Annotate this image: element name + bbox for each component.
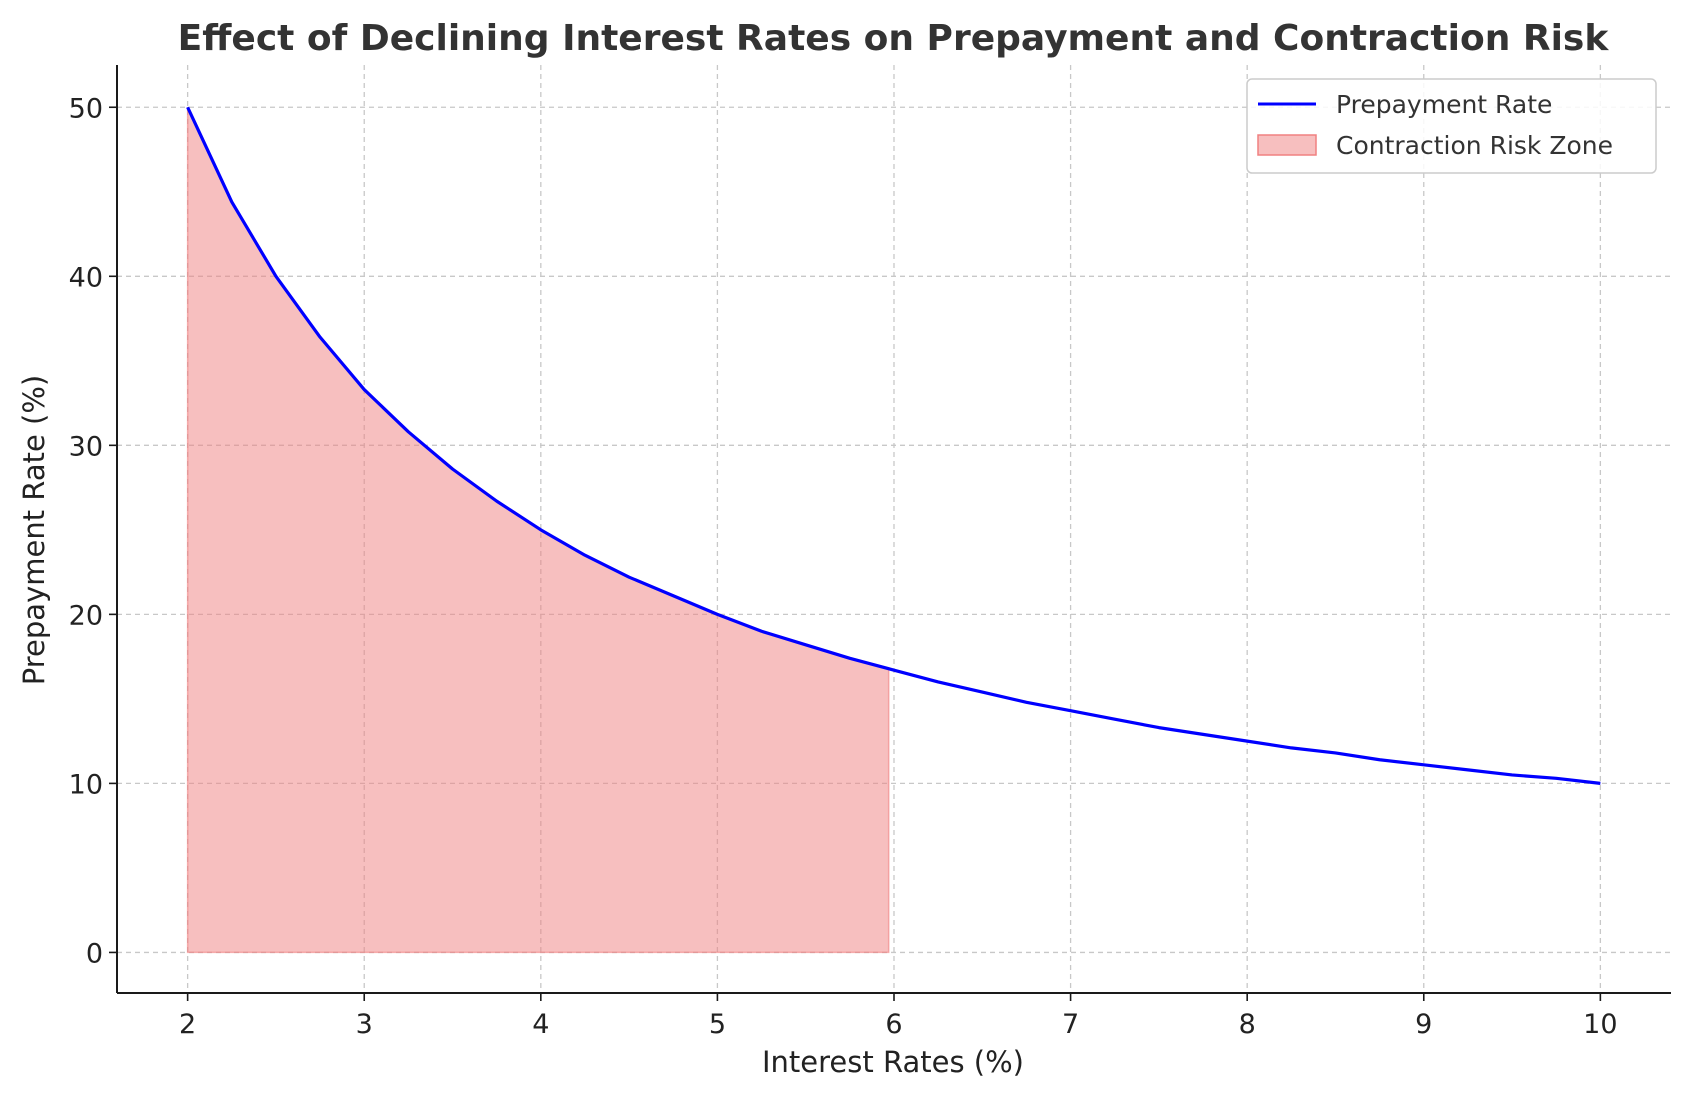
legend-box — [1246, 78, 1657, 174]
legend: Prepayment Rate Contraction Risk Zone — [1246, 78, 1657, 174]
x-tick-label: 4 — [532, 1009, 549, 1040]
x-axis-label: Interest Rates (%) — [762, 1045, 1024, 1079]
legend-label-prepayment-rate: Prepayment Rate — [1336, 90, 1552, 119]
y-tick-label: 50 — [69, 93, 103, 124]
x-tick-label: 7 — [1062, 1009, 1079, 1040]
prepayment-rate-line — [186, 106, 1601, 785]
y-tick-label: 0 — [86, 938, 103, 969]
x-tick-label: 2 — [179, 1009, 196, 1040]
x-tick-label: 5 — [709, 1009, 726, 1040]
x-tick-label: 6 — [885, 1009, 902, 1040]
y-axis-label: Prepayment Rate (%) — [17, 375, 51, 685]
x-tick-label: 10 — [1583, 1009, 1617, 1040]
y-tick-label: 10 — [69, 769, 103, 800]
y-tick-label: 30 — [69, 431, 103, 462]
y-tick-label: 20 — [69, 600, 103, 631]
x-tick-label: 3 — [356, 1009, 373, 1040]
x-tick-label: 8 — [1239, 1009, 1256, 1040]
legend-area-swatch — [1257, 134, 1317, 156]
axes — [109, 65, 1671, 1001]
prepayment-rate-series — [186, 106, 1601, 785]
tick-labels: 2 3 4 5 6 7 8 9 10 0 10 20 30 40 50 — [69, 93, 1618, 1040]
y-tick-label: 40 — [69, 262, 103, 293]
legend-label-contraction-risk-zone: Contraction Risk Zone — [1336, 131, 1613, 160]
chart-title: Effect of Declining Interest Rates on Pr… — [178, 18, 1610, 59]
x-tick-label: 9 — [1415, 1009, 1432, 1040]
